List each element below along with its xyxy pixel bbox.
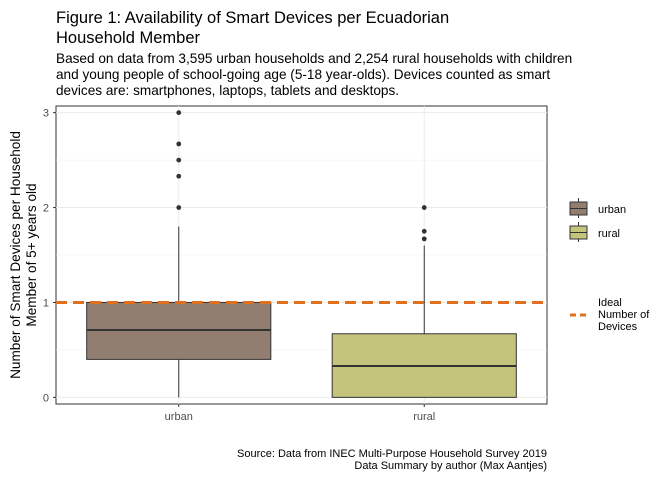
legend-line-label: Ideal bbox=[598, 297, 622, 309]
y-tick-label: 3 bbox=[43, 108, 49, 120]
box-rural bbox=[331, 205, 517, 398]
y-axis-label-line2: Member of 5+ years old bbox=[24, 183, 39, 326]
legend-label: rural bbox=[598, 228, 620, 240]
boxes bbox=[86, 110, 517, 398]
legend-line-label: Devices bbox=[598, 321, 638, 333]
y-axis-ticks: 0 1 2 3 bbox=[43, 108, 56, 404]
legend-line-label: Number of bbox=[598, 309, 650, 321]
outlier-point bbox=[176, 173, 182, 179]
outlier-point bbox=[176, 205, 182, 210]
legend-entry-rural: rural bbox=[569, 222, 620, 242]
outlier-point bbox=[176, 141, 182, 147]
y-tick-label: 2 bbox=[43, 203, 49, 215]
legend-entry-urban: urban bbox=[569, 198, 626, 218]
x-tick-label: rural bbox=[413, 411, 435, 423]
caption-line-1: Source: Data from INEC Multi-Purpose Hou… bbox=[237, 448, 547, 460]
chart-caption: Source: Data from INEC Multi-Purpose Hou… bbox=[237, 448, 547, 472]
chart-title: Figure 1: Availability of Smart Devices … bbox=[56, 9, 450, 47]
x-axis-ticks: urban rural bbox=[165, 404, 435, 423]
outlier-point bbox=[421, 236, 427, 242]
x-tick-label: urban bbox=[165, 411, 193, 423]
outlier-point bbox=[421, 228, 427, 234]
y-tick-label: 0 bbox=[43, 392, 49, 404]
chart-subtitle: Based on data from 3,595 urban household… bbox=[56, 51, 573, 98]
caption-line-2: Data Summary by author (Max Aantjes) bbox=[354, 460, 547, 472]
outlier-point bbox=[176, 110, 182, 116]
legend-label: urban bbox=[598, 204, 626, 216]
y-tick-label: 1 bbox=[43, 297, 49, 309]
box-urban bbox=[86, 110, 272, 398]
outlier-point bbox=[421, 205, 427, 210]
outlier-point bbox=[176, 157, 182, 163]
y-axis-label-line1: Number of Smart Devices per Household bbox=[8, 131, 23, 379]
